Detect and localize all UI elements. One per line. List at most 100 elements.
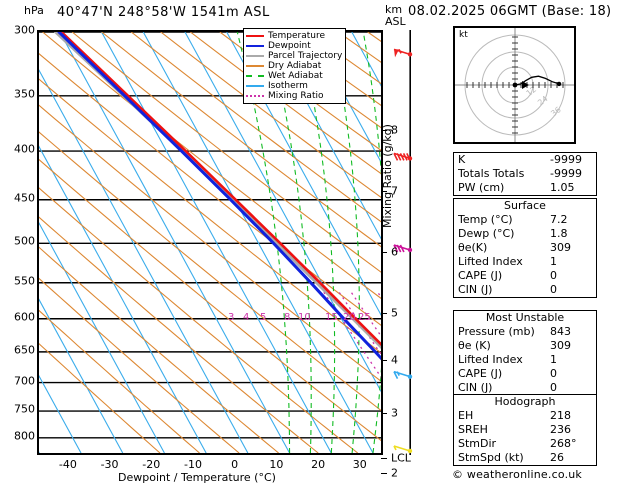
stat-value: 26 (550, 451, 564, 464)
stat-value: 236 (550, 423, 571, 436)
legend-label: Temperature (268, 31, 326, 41)
stat-value: 843 (550, 325, 571, 338)
pressure-tick-350: 350 (14, 87, 35, 101)
legend-swatch-icon (246, 65, 264, 67)
stat-key: Dewp (°C) (458, 227, 515, 240)
stat-key: EH (458, 409, 474, 422)
mixing-ratio-label-4: 4 (243, 312, 250, 323)
stat-key: Pressure (mb) (458, 325, 535, 338)
lcl-tick-mark (381, 458, 387, 459)
legend-swatch-icon (246, 85, 264, 87)
hodograph-ring-label: 24 (536, 94, 550, 107)
stat-value: 0 (550, 367, 557, 380)
stat-key: PW (cm) (458, 181, 505, 194)
temperature-tick-30: 30 (352, 458, 367, 471)
mixing-ratio-label-8: 8 (284, 312, 291, 323)
stat-row: SREH 236 (454, 423, 596, 437)
stat-key: Lifted Index (458, 255, 523, 268)
station-coordinates-title: 40°47'N 248°58'W 1541m ASL (57, 5, 270, 20)
stat-row: StmDir 268° (454, 437, 596, 451)
legend-label: Parcel Trajectory (268, 51, 343, 61)
mixing-ratio-axis-title: Mixing Ratio (g/kg) (381, 124, 394, 228)
stat-row: θe(K) 309 (454, 241, 596, 255)
panel-title: Most Unstable (485, 311, 565, 324)
altitude-tick-mark (381, 360, 387, 361)
hodograph-stats-panel: Hodograph EH 218 SREH 236 StmDir 268° StmSpd (k… (453, 394, 597, 466)
stat-key: θe (K) (458, 339, 491, 352)
lcl-label: LCL (391, 451, 411, 465)
stat-row: Temp (°C) 7.2 (454, 213, 596, 227)
hodograph-unit-label: kt (459, 30, 468, 40)
pressure-tick-650: 650 (14, 343, 35, 357)
altitude-axis: 8 7 6 5 4 3 2 LCL (381, 30, 416, 480)
stat-row: Lifted Index 1 (454, 255, 596, 269)
stat-key: K (458, 153, 466, 166)
legend-item: Isotherm (246, 81, 342, 91)
altitude-tick-2: 2 (391, 466, 398, 480)
stat-value: 0 (550, 269, 557, 282)
pressure-tick-700: 700 (14, 374, 35, 388)
stat-key: Lifted Index (458, 353, 523, 366)
stat-value: 0 (550, 283, 557, 296)
panel-title: Hodograph (494, 395, 556, 408)
pressure-tick-450: 450 (14, 191, 35, 205)
legend-item: Parcel Trajectory (246, 51, 342, 61)
stat-value: 268° (550, 437, 577, 450)
hodograph-ring-label: 36 (549, 105, 563, 118)
stat-row: Lifted Index 1 (454, 353, 596, 367)
chart-legend: Temperature Dewpoint Parcel Trajectory Dry … (243, 28, 347, 104)
wind-barbs (393, 30, 413, 455)
indices-panel: K -9999 Totals Totals -9999 PW (cm) 1.05 (453, 152, 597, 196)
stat-key: CAPE (J) (458, 269, 503, 282)
legend-swatch-icon (246, 35, 264, 37)
stat-row: CAPE (J) 0 (454, 269, 596, 283)
legend-label: Dry Adiabat (268, 61, 322, 71)
wind-barb (393, 48, 413, 58)
altitude-tick-8: 8 (391, 123, 398, 137)
hodograph-trace (514, 75, 560, 86)
legend-swatch-icon (246, 95, 264, 97)
skewt-plot-area (37, 30, 383, 455)
stat-value: 7.2 (550, 213, 568, 226)
legend-swatch-icon (246, 75, 264, 77)
temperature-tick--20: -20 (142, 458, 161, 471)
stat-key: Temp (°C) (458, 213, 513, 226)
stat-key: θe(K) (458, 241, 488, 254)
stat-value: -9999 (550, 153, 582, 166)
stat-value: 218 (550, 409, 571, 422)
stat-row: Totals Totals -9999 (454, 167, 596, 181)
mixing-ratio-label-25: 25 (358, 312, 371, 323)
legend-label: Wet Adiabat (268, 71, 323, 81)
wind-barb (393, 370, 413, 379)
stat-value: 1 (550, 353, 557, 366)
stat-key: CIN (J) (458, 283, 493, 296)
pressure-unit-label: hPa (24, 4, 44, 17)
forecast-datetime-label: 08.02.2025 06GMT (Base: 18) (408, 4, 612, 19)
wind-barb (393, 152, 413, 161)
panel-title: Surface (504, 199, 546, 212)
stat-value: 1.8 (550, 227, 568, 240)
stat-key: CIN (J) (458, 381, 493, 394)
stat-row: Dewp (°C) 1.8 (454, 227, 596, 241)
copyright-footer: © weatheronline.co.uk (452, 468, 583, 481)
stat-row: StmSpd (kt) 26 (454, 451, 596, 465)
legend-item: Dewpoint (246, 41, 342, 51)
stat-value: 309 (550, 241, 571, 254)
pressure-tick-550: 550 (14, 274, 35, 288)
surface-panel: Surface Temp (°C) 7.2 Dewp (°C) 1.8 θe(K) 309 L… (453, 198, 597, 298)
altitude-tick-6: 6 (391, 245, 398, 259)
legend-item: Temperature (246, 31, 342, 41)
stat-row: θe (K) 309 (454, 339, 596, 353)
legend-swatch-icon (246, 45, 264, 47)
stat-row: CIN (J) 0 (454, 381, 596, 395)
altitude-tick-mark (381, 252, 387, 253)
legend-label: Dewpoint (268, 41, 311, 51)
temperature-tick--10: -10 (183, 458, 202, 471)
altitude-tick-mark (381, 473, 387, 474)
pressure-axis: 300 350 400 450 500 550 600 650 700 750 800 (0, 24, 35, 455)
pressure-tick-500: 500 (14, 234, 35, 248)
legend-label: Isotherm (268, 81, 308, 91)
pressure-tick-300: 300 (14, 23, 35, 37)
